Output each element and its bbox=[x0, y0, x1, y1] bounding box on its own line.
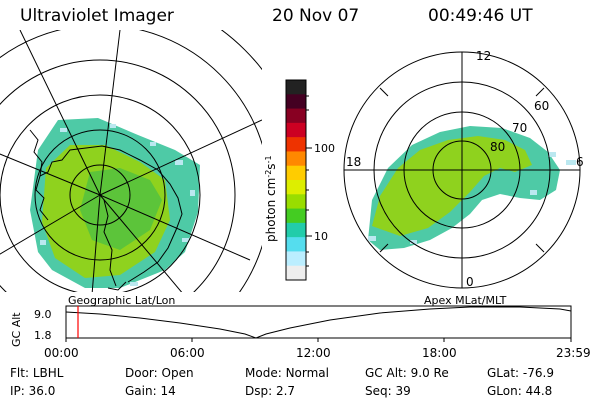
mlat-label-60: 60 bbox=[534, 99, 549, 113]
colorbar-unit-label: photon cm-2s-1 bbox=[264, 155, 278, 242]
lat-lon-grid bbox=[0, 30, 262, 292]
altitude-xtick-0600: 06:00 bbox=[170, 346, 205, 360]
apex-label: Apex MLat/MLT bbox=[424, 294, 507, 307]
colorbar-segment bbox=[286, 151, 306, 167]
date-label: 20 Nov 07 bbox=[272, 6, 360, 26]
altitude-xtick-2359: 23:59 bbox=[556, 346, 591, 360]
colorbar-segment bbox=[286, 94, 306, 110]
colorbar-segments bbox=[286, 80, 306, 281]
colorbar-segment bbox=[286, 194, 306, 210]
apex-polar-plot: 12 18 6 0 60 70 80 bbox=[343, 49, 584, 289]
aurora-speckle bbox=[40, 124, 195, 286]
info-glon: GLon: 44.8 bbox=[487, 384, 553, 398]
polar-graticule-ticks bbox=[379, 87, 545, 253]
polar-grid bbox=[343, 51, 581, 289]
mlat-label-80: 80 bbox=[490, 140, 505, 154]
aurora-image-left bbox=[30, 118, 200, 288]
colorbar-segment bbox=[286, 180, 306, 195]
time-label: 00:49:46 UT bbox=[428, 6, 533, 26]
colorbar-segment bbox=[286, 137, 306, 152]
colorbar-segment bbox=[286, 265, 306, 281]
info-seq: Seq: 39 bbox=[365, 384, 411, 398]
altitude-xtick-0000: 00:00 bbox=[44, 346, 79, 360]
geographic-map bbox=[0, 30, 262, 292]
colorbar-segment bbox=[286, 208, 306, 224]
altitude-ylabel: GC Alt bbox=[10, 312, 23, 347]
info-ip: IP: 36.0 bbox=[10, 384, 56, 398]
mlt-label-18: 18 bbox=[346, 155, 361, 169]
colorbar-segment bbox=[286, 222, 306, 238]
geographic-label: Geographic Lat/Lon bbox=[68, 294, 175, 307]
colorbar: 100 10 photon cm-2s-1 bbox=[264, 79, 335, 281]
colorbar-segment bbox=[286, 80, 306, 95]
info-mode: Mode: Normal bbox=[245, 366, 329, 380]
mlat-label-70: 70 bbox=[512, 121, 527, 135]
aurora-image-right bbox=[368, 126, 576, 250]
info-flt: Flt: LBHL bbox=[10, 366, 64, 380]
mlt-label-12: 12 bbox=[476, 49, 491, 63]
colorbar-tick-10: 10 bbox=[314, 230, 328, 243]
altitude-xtick-1800: 18:00 bbox=[422, 346, 457, 360]
altitude-curve bbox=[65, 306, 572, 339]
info-dsp: Dsp: 2.7 bbox=[245, 384, 296, 398]
colorbar-segment bbox=[286, 251, 306, 267]
coastline bbox=[29, 129, 183, 291]
altitude-ytick-9: 9.0 bbox=[34, 308, 52, 321]
info-door: Door: Open bbox=[125, 366, 194, 380]
colorbar-segment bbox=[286, 108, 306, 124]
altitude-ytick-1.8: 1.8 bbox=[34, 329, 52, 342]
colorbar-segment bbox=[286, 165, 306, 181]
altitude-plot: GC Alt 9.0 1.8 00:00 06:00 12:00 18:00 2… bbox=[10, 305, 591, 360]
colorbar-ticks bbox=[306, 95, 312, 267]
altitude-xtick-1200: 12:00 bbox=[296, 346, 331, 360]
instrument-title: Ultraviolet Imager bbox=[20, 6, 174, 26]
colorbar-tick-100: 100 bbox=[314, 142, 335, 155]
mlt-label-0: 0 bbox=[466, 275, 474, 289]
colorbar-segment bbox=[286, 237, 306, 252]
colorbar-segment bbox=[286, 122, 306, 138]
aurora-speckle-right bbox=[368, 152, 576, 244]
mlt-label-6: 6 bbox=[576, 155, 584, 169]
altitude-xticks bbox=[65, 338, 572, 342]
info-glat: GLat: -76.9 bbox=[487, 366, 554, 380]
info-gain: Gain: 14 bbox=[125, 384, 176, 398]
info-gc-alt: GC Alt: 9.0 Re bbox=[365, 366, 449, 380]
